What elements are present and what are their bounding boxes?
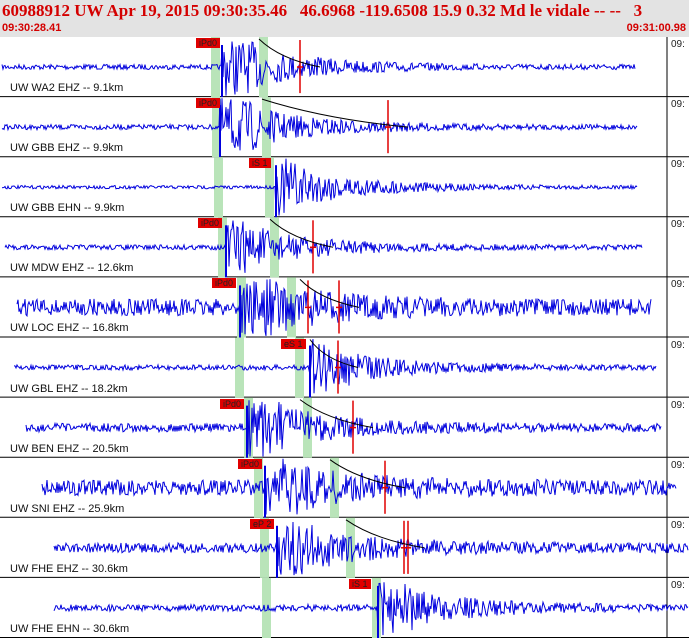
analysis-window [270,217,279,278]
waveform-trace[interactable] [1,41,636,96]
waveform-trace[interactable] [1,158,638,216]
row-time-label: 09: [671,99,685,111]
station-label: UW GBL EHZ -- 18.2km [10,382,128,395]
analysis-window [295,337,304,398]
moveout-curve [299,399,374,429]
waveform-trace[interactable] [25,400,662,457]
phase-pick-flag[interactable]: iPd0 [238,458,263,469]
row-time-label: 09: [671,399,685,411]
analysis-window [218,217,227,278]
phase-pick-flag[interactable]: iPd0 [196,38,221,48]
moveout-curve [309,339,359,368]
end-time-label: 09:31:00.98 [626,22,686,34]
station-label: UW LOC EHZ -- 16.8km [10,322,129,335]
start-time-label: 09:30:28.41 [2,22,62,34]
waveform-trace[interactable] [16,279,652,337]
row-time-label: 09: [671,459,685,471]
waveform-trace[interactable] [1,98,638,151]
phase-pick-flag[interactable]: iS 1 [249,158,271,169]
station-label: UW FHE EHZ -- 30.6km [10,562,128,575]
analysis-window [303,397,312,458]
station-label: UW GBB EHN -- 9.9km [10,202,125,215]
analysis-window [211,37,220,98]
station-label: UW FHE EHN -- 30.6km [10,622,130,635]
waveform-trace[interactable] [4,220,643,273]
analysis-window [259,37,268,98]
analysis-window [262,577,271,638]
waveform-trace[interactable] [14,339,657,394]
waveform-trace[interactable] [53,582,689,637]
row-time-label: 09: [671,39,685,50]
phase-pick-flag[interactable]: iPd0 [212,278,237,289]
station-label: UW GBB EHZ -- 9.9km [10,142,124,155]
phase-pick-flag[interactable]: iS 1 [349,578,371,589]
row-time-label: 09: [671,579,685,591]
moveout-curve [261,98,409,128]
station-label: UW WA2 EHZ -- 9.1km [10,82,124,94]
station-label: UW MDW EHZ -- 12.6km [10,262,134,275]
station-label: UW BEN EHZ -- 20.5km [10,442,129,455]
event-header: 60988912 UW Apr 19, 2015 09:30:35.46 46.… [0,0,689,37]
seismogram-canvas[interactable] [0,37,689,638]
seismogram-panel[interactable]: UW WA2 EHZ -- 9.1km 09: iPd0 UW GBB EHZ -- … [0,37,689,638]
waveform-trace[interactable] [41,458,677,515]
analysis-window [330,457,339,518]
phase-pick-flag[interactable]: eP 2 [250,518,275,529]
moveout-curve [258,38,321,68]
event-title: 60988912 UW Apr 19, 2015 09:30:35.46 46.… [2,1,643,20]
phase-pick-flag[interactable]: iPd0 [196,98,221,109]
phase-pick-flag[interactable]: eS 1 [281,338,306,349]
row-time-label: 09: [671,219,685,231]
moveout-curve [299,279,360,308]
station-label: UW SNI EHZ -- 25.9km [10,502,125,515]
moveout-curve [345,519,425,549]
moveout-curve [329,459,406,489]
waveform-trace[interactable] [53,521,689,576]
analysis-window [235,337,244,398]
row-time-label: 09: [671,519,685,531]
analysis-window [346,517,355,578]
row-time-label: 09: [671,159,685,171]
row-time-label: 09: [671,279,685,291]
row-time-label: 09: [671,339,685,351]
phase-pick-flag[interactable]: iPd0 [220,398,245,409]
phase-pick-flag[interactable]: iPd0 [198,218,223,229]
moveout-curve [269,218,334,248]
